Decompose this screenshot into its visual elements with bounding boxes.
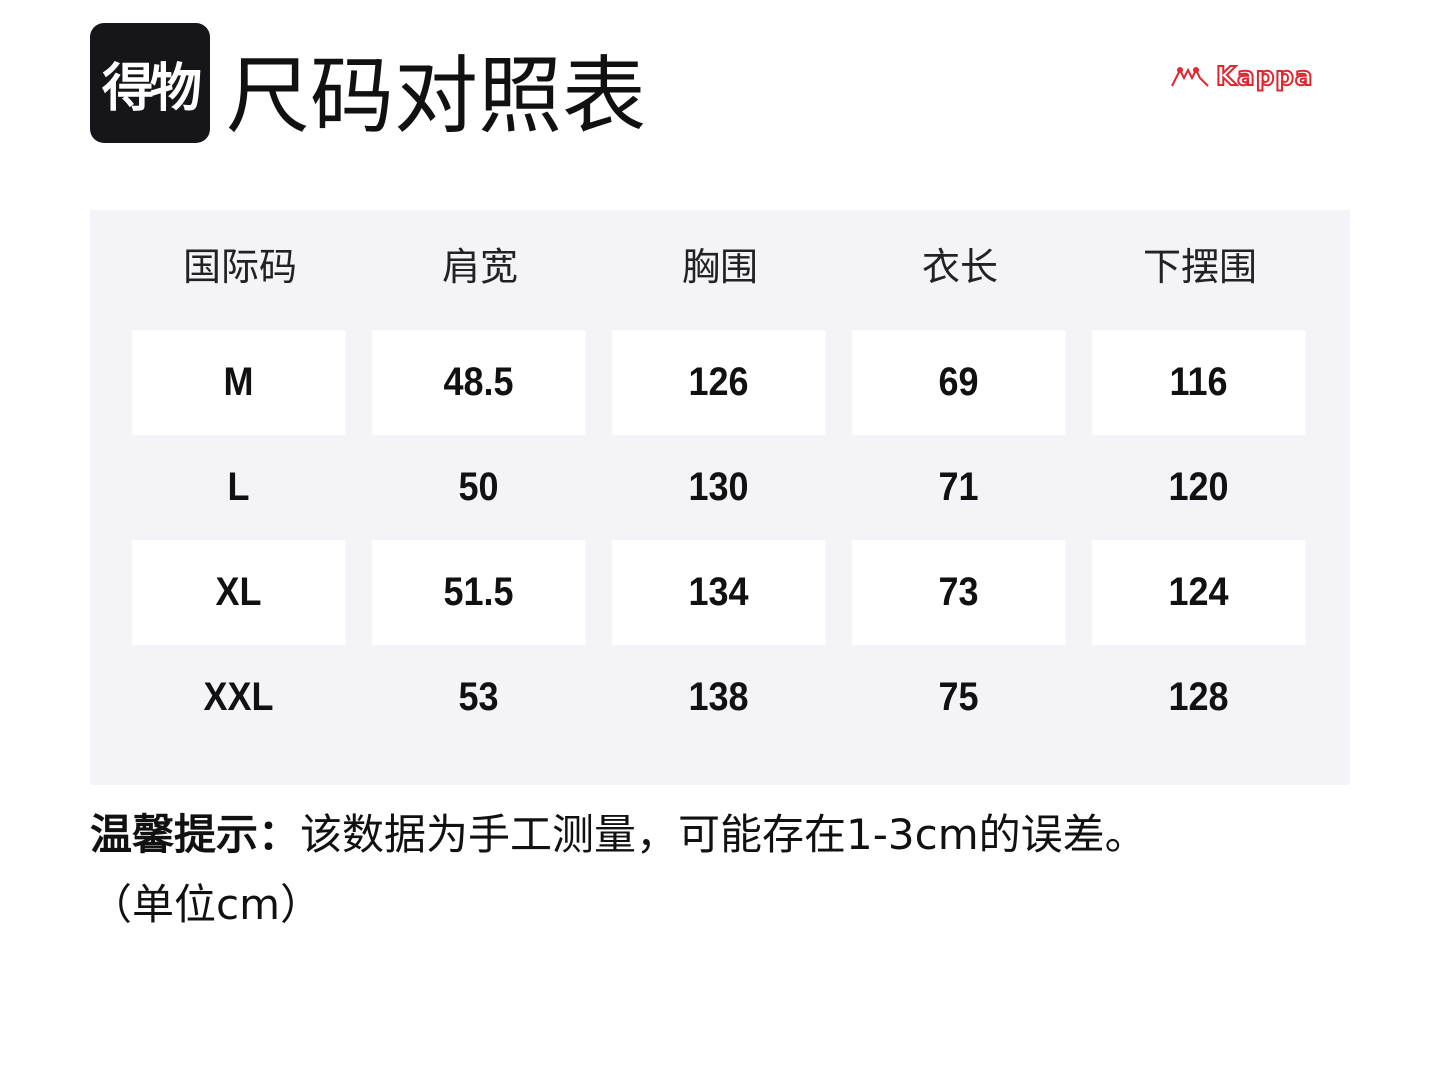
cell: XXL — [203, 675, 274, 719]
note-text: 该数据为手工测量，可能存在1-3cm的误差。 — [300, 810, 1147, 859]
header-chest: 胸围 — [681, 245, 758, 289]
cell: 53 — [458, 675, 499, 719]
cell: M — [131, 330, 346, 435]
table-row: L 50 130 71 120 — [120, 435, 1317, 540]
cell: 120 — [1168, 465, 1229, 509]
note-unit: （单位cm） — [90, 880, 323, 929]
header-shoulder: 肩宽 — [441, 245, 518, 289]
table-row: XXL 53 138 75 128 — [120, 645, 1317, 750]
cell: 50 — [458, 465, 499, 509]
kappa-logo: Kappa — [1170, 61, 1314, 93]
header-size: 国际码 — [182, 245, 297, 289]
dewu-logo: 得物 — [90, 23, 210, 143]
table-header: 国际码 肩宽 胸围 衣长 下摆围 — [120, 240, 1320, 295]
cell: XL — [131, 540, 346, 645]
cell: L — [227, 465, 250, 509]
note-label: 温馨提示： — [90, 810, 301, 859]
cell: 69 — [851, 330, 1066, 435]
size-table: 国际码 肩宽 胸围 衣长 下摆围 M 48.5 126 69 116 L 50 130 71 1… — [90, 210, 1350, 785]
kappa-omini-icon — [1171, 67, 1209, 87]
measurement-note: 温馨提示：该数据为手工测量，可能存在1-3cm的误差。 （单位cm） — [90, 800, 1390, 940]
page-title: 尺码对照表 — [226, 47, 647, 145]
kappa-wordmark: Kappa — [1215, 61, 1314, 93]
table-row: M 48.5 126 69 116 — [120, 330, 1317, 435]
cell: 73 — [851, 540, 1066, 645]
cell: 51.5 — [371, 540, 586, 645]
header-length: 衣长 — [921, 245, 998, 289]
cell: 124 — [1091, 540, 1306, 645]
cell: 75 — [938, 675, 979, 719]
header-hem: 下摆围 — [1142, 245, 1257, 289]
cell: 128 — [1168, 675, 1229, 719]
cell: 71 — [938, 465, 979, 509]
cell: 126 — [611, 330, 826, 435]
cell: 48.5 — [371, 330, 586, 435]
cell: 134 — [611, 540, 826, 645]
logo-text: 得物 — [101, 58, 202, 119]
table-row: XL 51.5 134 73 124 — [120, 540, 1317, 645]
cell: 116 — [1091, 330, 1306, 435]
cell: 138 — [688, 675, 749, 719]
cell: 130 — [688, 465, 749, 509]
